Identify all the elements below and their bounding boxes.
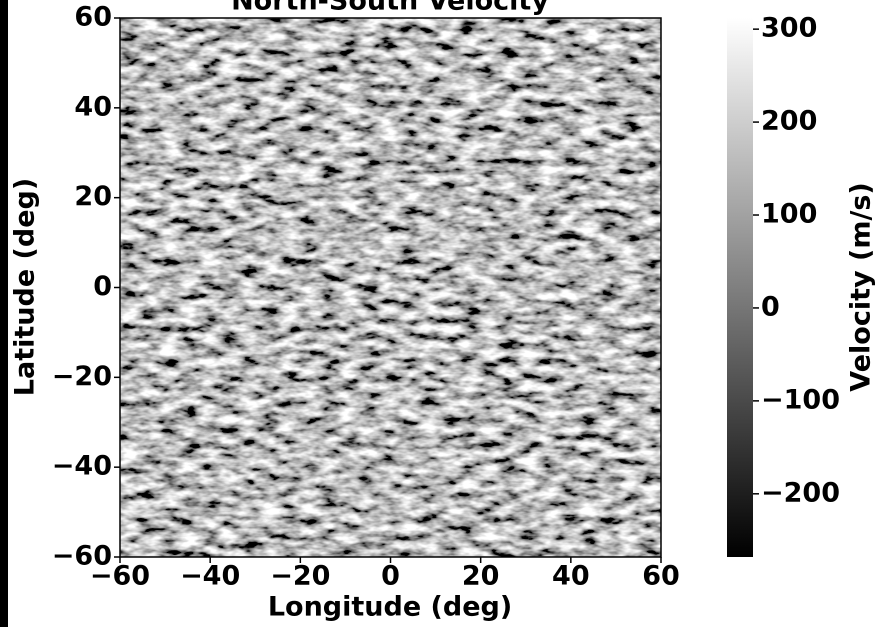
x-tick-label: 20: [462, 561, 500, 592]
y-tick-label: −60: [52, 541, 112, 572]
colorbar-tick-label: −200: [761, 477, 840, 508]
x-tick-label: −20: [270, 561, 330, 592]
y-tick-label: −40: [52, 451, 112, 482]
chart-title: North-South Velocity: [231, 0, 549, 17]
y-tick-label: 0: [93, 271, 112, 302]
y-tick-label: 20: [74, 181, 112, 212]
edge-strip: [0, 0, 8, 627]
x-tick-label: 40: [552, 561, 590, 592]
x-tick-label: −40: [180, 561, 240, 592]
velocity-texture: [120, 18, 661, 557]
x-tick-label: 60: [642, 561, 680, 592]
y-axis-label: Latitude (deg): [10, 178, 41, 396]
x-axis-label: Longitude (deg): [268, 592, 512, 623]
x-tick-label: −60: [90, 561, 150, 592]
colorbar-tick-label: −100: [761, 384, 840, 415]
x-tick-label: 0: [381, 561, 400, 592]
colorbar: [727, 18, 753, 557]
y-tick-label: −20: [52, 361, 112, 392]
y-tick-label: 60: [74, 2, 112, 33]
colorbar-tick-label: 300: [761, 13, 817, 44]
colorbar-tick-label: 0: [761, 291, 780, 322]
colorbar-label: Velocity (m/s): [846, 182, 877, 391]
y-tick-label: 40: [74, 91, 112, 122]
colorbar-tick-label: 200: [761, 106, 817, 137]
colorbar-tick-label: 100: [761, 199, 817, 230]
